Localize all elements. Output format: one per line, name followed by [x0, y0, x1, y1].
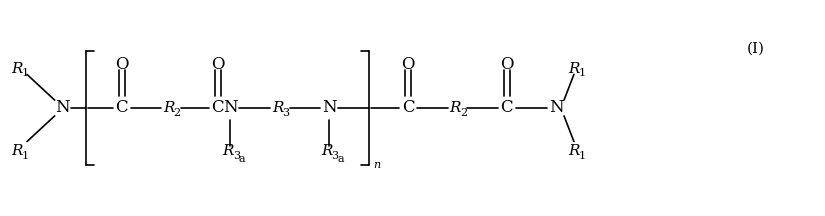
Text: O: O	[401, 56, 415, 73]
Text: O: O	[211, 56, 224, 73]
Text: 1: 1	[578, 151, 586, 161]
Text: C: C	[402, 100, 414, 116]
Text: R: R	[223, 145, 234, 158]
Text: R: R	[163, 101, 175, 115]
Text: 1: 1	[21, 68, 29, 78]
Text: 3: 3	[233, 151, 240, 161]
Text: R: R	[450, 101, 461, 115]
Text: 1: 1	[578, 68, 586, 78]
Text: R: R	[568, 145, 580, 158]
Text: O: O	[115, 56, 129, 73]
Text: C: C	[211, 100, 224, 116]
Text: O: O	[500, 56, 513, 73]
Text: a: a	[337, 154, 344, 164]
Text: 2: 2	[173, 108, 181, 118]
Text: R: R	[568, 62, 580, 76]
Text: N: N	[223, 100, 238, 116]
Text: n: n	[374, 160, 380, 170]
Text: R: R	[272, 101, 284, 115]
Text: N: N	[322, 100, 337, 116]
Text: a: a	[239, 154, 246, 164]
Text: 3: 3	[282, 108, 290, 118]
Text: C: C	[501, 100, 513, 116]
Text: C: C	[116, 100, 128, 116]
Text: 3: 3	[332, 151, 338, 161]
Text: (I): (I)	[747, 42, 765, 56]
Text: 1: 1	[21, 151, 29, 161]
Text: R: R	[12, 62, 23, 76]
Text: N: N	[549, 100, 563, 116]
Text: N: N	[55, 100, 70, 116]
Text: 2: 2	[460, 108, 467, 118]
Text: R: R	[12, 145, 23, 158]
Text: R: R	[322, 145, 332, 158]
